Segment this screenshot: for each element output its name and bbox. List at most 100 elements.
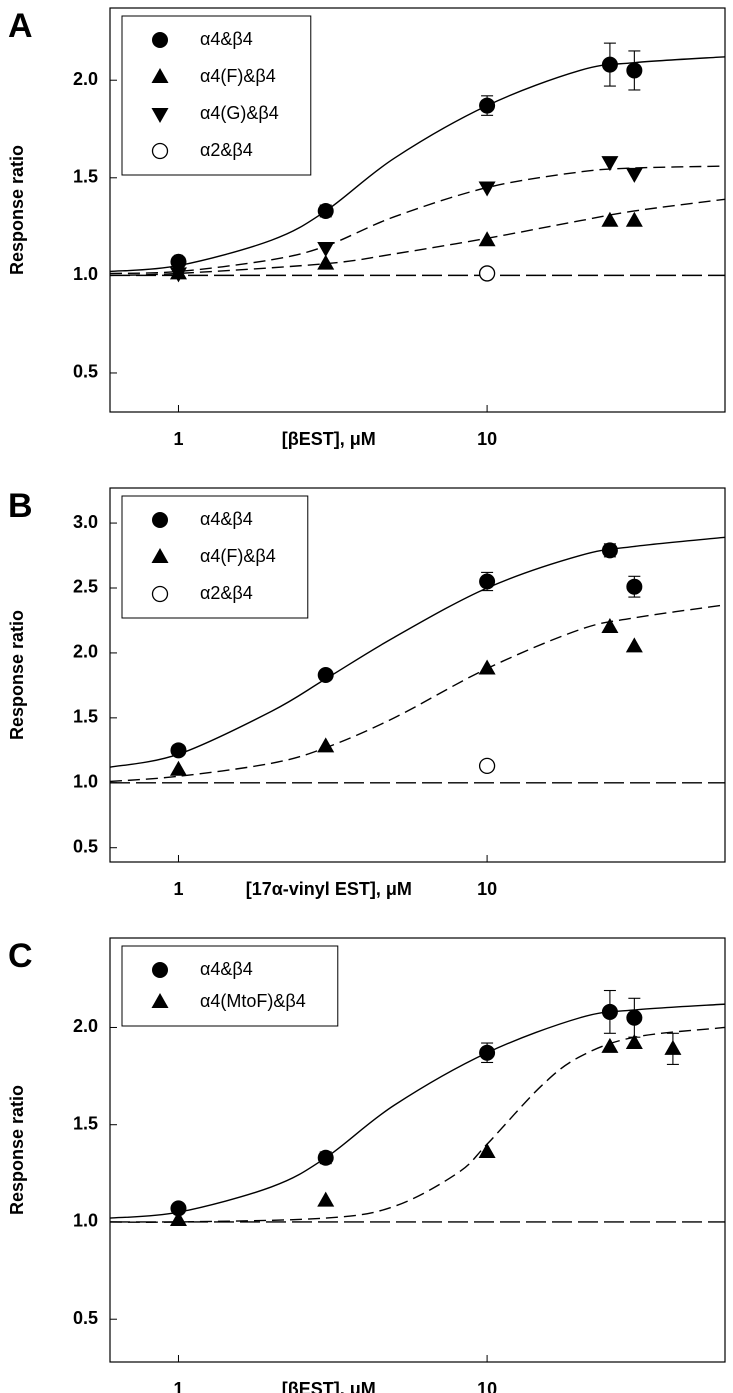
y-tick-label: 1.5 [73, 1113, 98, 1133]
fit-curve [110, 1003, 725, 1219]
point [478, 265, 496, 282]
point [169, 267, 187, 283]
y-tick-label: 0.5 [73, 362, 98, 382]
point [479, 1044, 496, 1061]
legend: α4&β4 α4(F)&β4 α4(G)&β4 α2&β4 [121, 15, 312, 176]
y-tick-label: 1.0 [73, 1211, 98, 1231]
legend: α4&β4 α4(F)&β4 α2&β4 [121, 495, 309, 619]
point [601, 211, 619, 227]
point [626, 578, 643, 595]
panel: C Response ratio 0.5 1.0 1.5 2.0 1 10 [βEST], μM… [7, 937, 726, 1393]
legend-label: α4(F)&β4 [200, 66, 276, 86]
y-tick-label: 1.0 [73, 264, 98, 284]
x-tick-label: 10 [477, 1379, 497, 1393]
legend-marker [151, 142, 169, 160]
point [478, 757, 496, 775]
legend-label: α4(G)&β4 [200, 103, 279, 123]
point [479, 97, 496, 114]
y-tick-label: 1.5 [73, 167, 98, 187]
point [317, 1191, 335, 1207]
panel: B Response ratio 0.5 1.0 1.5 2.0 2.5 3.0 1 10 [17α… [7, 487, 726, 899]
y-tick-label: 0.5 [73, 836, 98, 856]
legend-marker [151, 585, 169, 603]
point [170, 253, 187, 270]
point [169, 1211, 187, 1227]
y-tick-label: 2.0 [73, 642, 98, 662]
legend-label: α4&β4 [200, 29, 253, 49]
legend-marker [151, 993, 169, 1008]
x-axis-label: [βEST], μM [282, 429, 376, 449]
point [478, 1142, 496, 1158]
y-tick-label: 0.5 [73, 1308, 98, 1328]
legend-marker [152, 32, 168, 48]
point [625, 211, 643, 227]
y-tick-label: 1.5 [73, 707, 98, 727]
fit-curve [110, 165, 725, 275]
point [601, 542, 618, 559]
x-tick-label: 10 [477, 879, 497, 899]
point [625, 1034, 643, 1050]
point [317, 242, 335, 258]
point [625, 167, 643, 183]
x-axis-label: [βEST], μM [282, 1379, 376, 1393]
point [601, 56, 618, 73]
point [664, 1039, 682, 1055]
point [601, 1003, 618, 1020]
point [317, 202, 334, 219]
point [317, 737, 335, 753]
legend-label: α4&β4 [200, 509, 253, 529]
plot-frame [109, 7, 726, 413]
legend-marker [151, 548, 169, 563]
legend-label: α2&β4 [200, 140, 253, 160]
legend-label: α4(MtoF)&β4 [200, 991, 306, 1011]
panel-label: A [8, 7, 33, 45]
legend-label: α4&β4 [200, 959, 253, 979]
y-tick-label: 2.0 [73, 69, 98, 89]
point [170, 1200, 187, 1217]
fit-curve [110, 198, 725, 277]
y-tick-label: 3.0 [73, 512, 98, 532]
y-tick-label: 1.0 [73, 772, 98, 792]
x-tick-label: 1 [173, 429, 183, 449]
point [169, 760, 187, 776]
x-axis-label: [17α-vinyl EST], μM [246, 879, 412, 899]
legend-marker [151, 68, 169, 83]
y-axis-label: Response ratio [7, 145, 27, 275]
y-tick-label: 2.0 [73, 1016, 98, 1036]
point [317, 254, 335, 270]
point [626, 62, 643, 79]
x-tick-label: 1 [173, 1379, 183, 1393]
point [478, 659, 496, 675]
point [479, 573, 496, 590]
legend-box [121, 945, 339, 1027]
point [601, 1037, 619, 1053]
y-axis-label: Response ratio [7, 1085, 27, 1215]
legend-label: α2&β4 [200, 583, 253, 603]
legend-marker [151, 108, 169, 123]
point [626, 1009, 643, 1026]
point [478, 231, 496, 247]
y-axis-label: Response ratio [7, 610, 27, 740]
plot-frame [109, 487, 726, 863]
legend: α4&β4 α4(MtoF)&β4 [121, 945, 339, 1027]
point [317, 1149, 334, 1166]
panel-label: C [8, 937, 33, 975]
panel: A Response ratio 0.5 1.0 1.5 2.0 1 10 [βEST], μM… [7, 7, 726, 449]
point [625, 637, 643, 653]
x-tick-label: 10 [477, 429, 497, 449]
x-tick-label: 1 [173, 879, 183, 899]
y-tick-label: 2.5 [73, 577, 98, 597]
legend-label: α4(F)&β4 [200, 546, 276, 566]
panel-label: B [8, 487, 33, 525]
fit-curve [110, 1026, 725, 1223]
point [601, 617, 619, 633]
legend-marker [152, 512, 168, 528]
fit-curve [110, 604, 725, 783]
point [170, 742, 187, 759]
point [478, 181, 496, 197]
point [601, 156, 619, 172]
plot-frame [109, 937, 726, 1363]
legend-marker [152, 962, 168, 978]
point [317, 667, 334, 683]
